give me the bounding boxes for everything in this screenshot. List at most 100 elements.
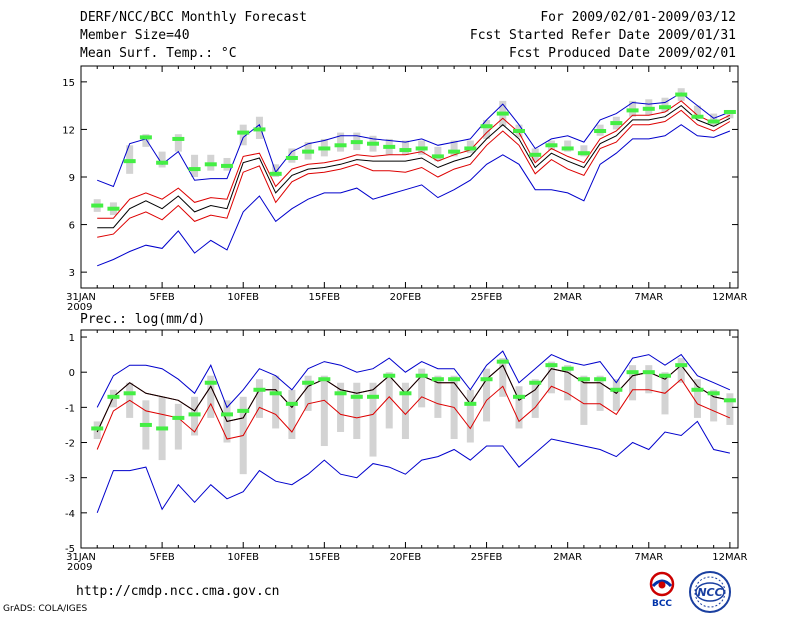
y-tick-label: 15 <box>62 78 75 89</box>
marker-mark <box>91 203 104 208</box>
box-mark <box>612 379 620 411</box>
marker-mark <box>237 408 250 413</box>
marker-mark <box>156 160 169 165</box>
marker-mark <box>107 206 120 211</box>
grads-credit: GrADS: COLA/IGES <box>3 604 88 614</box>
precip-title: Prec.: log(mm/d) <box>80 312 205 327</box>
marker-mark <box>188 412 201 417</box>
x-tick-label: 12MAR <box>712 552 747 563</box>
series-line-upper <box>97 92 731 188</box>
x-tick-label: 31JAN <box>66 292 96 303</box>
marker-mark <box>675 363 688 368</box>
box-mark <box>580 375 588 425</box>
box-mark <box>564 140 572 152</box>
box-mark <box>547 361 555 394</box>
svg-text:BCC: BCC <box>652 599 672 609</box>
marker-mark <box>415 373 428 378</box>
marker-mark <box>529 152 542 157</box>
box-mark <box>693 379 701 418</box>
marker-mark <box>529 380 542 385</box>
member-size: Member Size=40 <box>80 28 190 43</box>
bcc-logo: BCC <box>640 570 684 614</box>
marker-mark <box>513 129 525 134</box>
box-mark <box>174 403 182 450</box>
marker-mark <box>156 426 169 431</box>
x-tick-label: 10FEB <box>227 292 259 303</box>
box-mark <box>337 382 345 432</box>
marker-mark <box>350 140 363 145</box>
x-tick-label: 20FEB <box>390 292 422 303</box>
box-mark <box>288 389 296 439</box>
box-mark <box>483 368 491 422</box>
box-mark <box>207 375 215 418</box>
box-mark <box>564 365 572 401</box>
marker-mark <box>415 146 428 151</box>
x-tick-label: 15FEB <box>309 292 341 303</box>
marker-mark <box>253 387 266 392</box>
box-mark <box>580 145 588 157</box>
marker-mark <box>642 370 655 375</box>
variable-label: Mean Surf. Temp.: °C <box>80 46 237 61</box>
y-tick-label: -5 <box>65 544 75 555</box>
box-mark <box>434 375 442 418</box>
series-line-upper <box>96 350 731 409</box>
x-tick-label: 5FEB <box>149 292 174 303</box>
box-mark <box>174 134 182 152</box>
x-tick-label: 2MAR <box>553 292 582 303</box>
x-tick-label: 10FEB <box>227 552 259 563</box>
marker-mark <box>350 394 363 399</box>
marker-mark <box>139 422 152 427</box>
forecast-title: DERF/NCC/BCC Monthly Forecast <box>80 10 307 25</box>
started-date: Fcst Started Refer Date 2009/01/31 <box>469 28 736 43</box>
ncc-logo: NCC <box>686 570 734 618</box>
x-tick-label: 2MAR <box>553 552 582 563</box>
box-mark <box>710 389 718 422</box>
marker-mark <box>691 387 704 392</box>
series-line-upper_mid <box>97 100 731 219</box>
marker-mark <box>318 146 331 151</box>
marker-mark <box>675 92 688 97</box>
box-mark <box>418 368 426 408</box>
y-tick-label: 6 <box>69 221 75 232</box>
series-line-mean <box>96 364 731 433</box>
box-mark <box>596 375 604 411</box>
forecast-period: For 2009/02/01-2009/03/12 <box>540 10 736 25</box>
x-tick-label: 15FEB <box>309 552 341 563</box>
x-tick-label: 5FEB <box>149 552 174 563</box>
box-mark <box>531 379 539 418</box>
marker-mark <box>399 148 412 153</box>
marker-mark <box>464 146 477 151</box>
marker-mark <box>610 121 623 126</box>
box-mark <box>385 372 393 429</box>
marker-mark <box>221 163 233 168</box>
marker-mark <box>221 412 233 417</box>
website-link[interactable]: http://cmdp.ncc.cma.gov.cn <box>76 584 280 599</box>
marker-mark <box>707 391 720 396</box>
marker-mark <box>318 377 331 382</box>
year-label: 2009 <box>67 302 92 313</box>
box-mark <box>629 365 637 401</box>
series-line-lower <box>97 124 731 267</box>
marker-mark <box>610 387 623 392</box>
box-mark <box>239 124 247 146</box>
box-mark <box>401 382 409 439</box>
marker-mark <box>626 370 639 375</box>
series-line-lower_mid <box>96 378 731 450</box>
marker-mark <box>659 373 671 378</box>
box-mark <box>726 110 734 119</box>
marker-mark <box>496 359 509 364</box>
box-mark <box>645 365 653 394</box>
marker-mark <box>464 401 477 406</box>
x-tick-label: 25FEB <box>471 552 503 563</box>
box-mark <box>499 358 507 397</box>
box-mark <box>158 151 166 168</box>
marker-mark <box>188 167 201 172</box>
marker-mark <box>723 398 736 403</box>
marker-mark <box>480 124 493 129</box>
marker-mark <box>237 130 250 135</box>
box-mark <box>434 146 442 162</box>
y-tick-label: 12 <box>62 125 75 136</box>
y-tick-label: -1 <box>65 403 75 414</box>
